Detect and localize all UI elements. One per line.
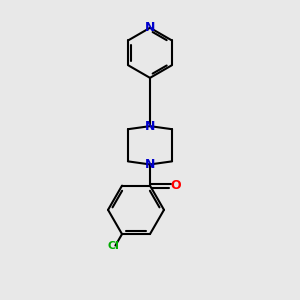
Text: N: N — [145, 158, 155, 171]
Text: N: N — [145, 21, 155, 34]
Text: Cl: Cl — [108, 241, 120, 250]
Text: O: O — [170, 179, 181, 192]
Text: N: N — [145, 120, 155, 133]
